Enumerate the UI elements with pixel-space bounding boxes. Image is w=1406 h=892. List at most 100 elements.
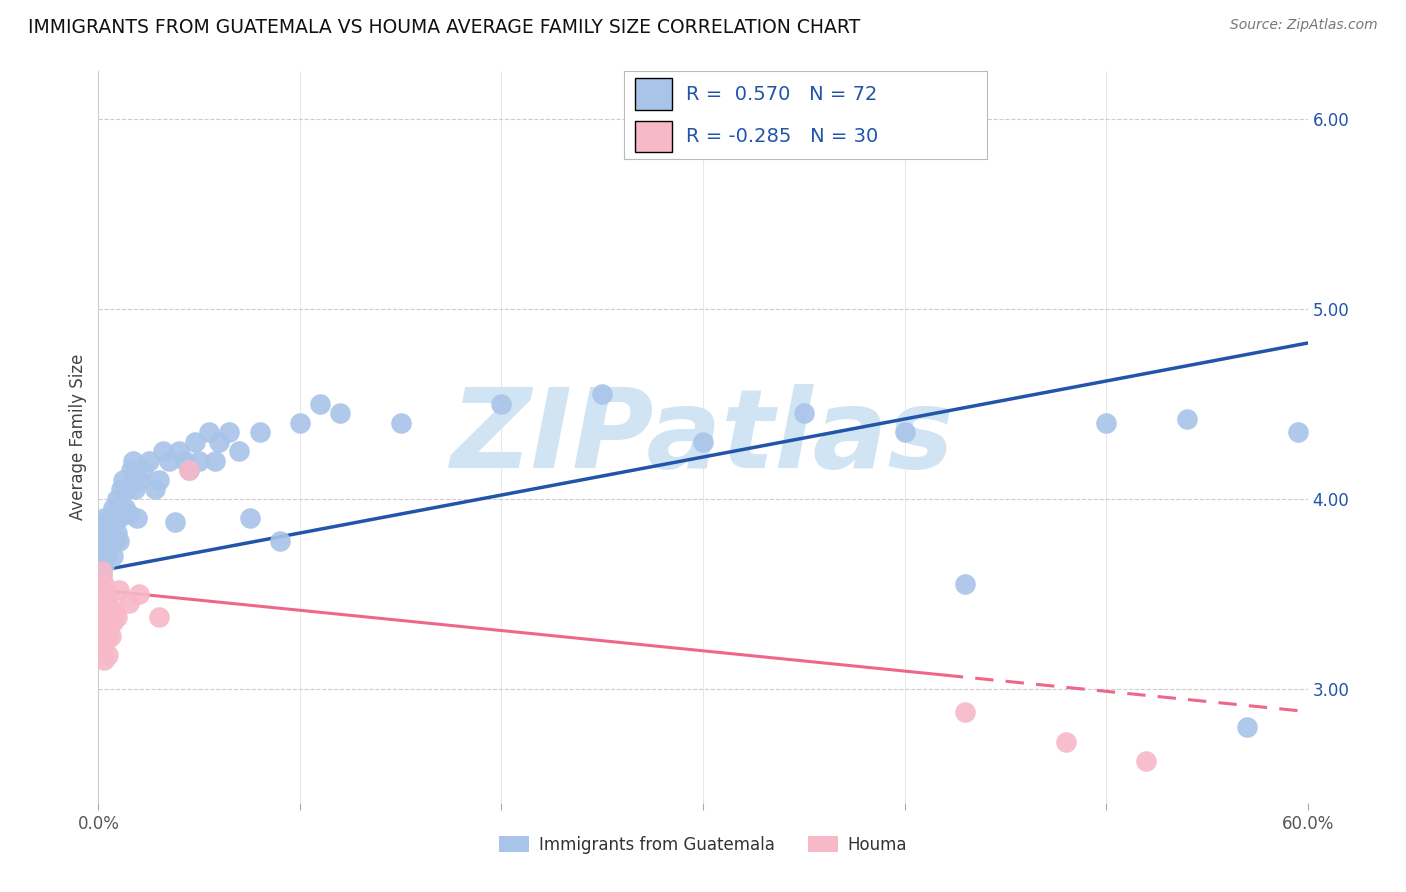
Point bbox=[93, 558, 115, 573]
Point bbox=[107, 511, 129, 525]
Point bbox=[101, 549, 124, 563]
Point bbox=[100, 629, 122, 643]
Point bbox=[953, 577, 976, 591]
Point bbox=[96, 539, 118, 553]
Point bbox=[89, 602, 111, 616]
Point bbox=[118, 596, 141, 610]
Point bbox=[96, 634, 118, 648]
Point bbox=[125, 511, 148, 525]
Point bbox=[97, 530, 120, 544]
Point bbox=[1135, 754, 1157, 768]
Point bbox=[93, 653, 115, 667]
Point bbox=[97, 591, 120, 605]
Point bbox=[110, 483, 132, 497]
Point bbox=[105, 526, 128, 541]
Point bbox=[91, 564, 114, 578]
Point bbox=[124, 483, 146, 497]
Point bbox=[107, 533, 129, 548]
Point bbox=[239, 511, 262, 525]
Point bbox=[93, 526, 115, 541]
Point bbox=[167, 444, 190, 458]
Point bbox=[143, 483, 166, 497]
Point bbox=[93, 577, 115, 591]
Point bbox=[97, 648, 120, 662]
Point bbox=[188, 454, 211, 468]
Point bbox=[128, 587, 150, 601]
Point bbox=[138, 454, 160, 468]
Point bbox=[163, 515, 186, 529]
Point bbox=[101, 526, 124, 541]
Point bbox=[152, 444, 174, 458]
Point bbox=[91, 552, 114, 566]
Point bbox=[105, 491, 128, 506]
Point bbox=[208, 434, 231, 449]
Point bbox=[269, 533, 291, 548]
Point bbox=[103, 606, 125, 620]
Text: Source: ZipAtlas.com: Source: ZipAtlas.com bbox=[1230, 18, 1378, 32]
Text: IMMIGRANTS FROM GUATEMALA VS HOUMA AVERAGE FAMILY SIZE CORRELATION CHART: IMMIGRANTS FROM GUATEMALA VS HOUMA AVERA… bbox=[28, 18, 860, 37]
Legend: Immigrants from Guatemala, Houma: Immigrants from Guatemala, Houma bbox=[492, 829, 914, 860]
Point bbox=[174, 454, 197, 468]
Point bbox=[1286, 425, 1309, 440]
Point bbox=[89, 577, 111, 591]
Point bbox=[893, 425, 915, 440]
Point bbox=[89, 558, 111, 573]
Point bbox=[115, 483, 138, 497]
Point bbox=[1175, 412, 1198, 426]
Point bbox=[228, 444, 250, 458]
Point bbox=[89, 530, 111, 544]
Point bbox=[157, 454, 180, 468]
Point bbox=[118, 507, 141, 521]
Point bbox=[96, 515, 118, 529]
Point bbox=[389, 416, 412, 430]
Point bbox=[1236, 720, 1258, 734]
Point bbox=[309, 397, 332, 411]
Point bbox=[288, 416, 311, 430]
Point bbox=[93, 606, 115, 620]
Point bbox=[101, 615, 124, 630]
Point bbox=[491, 397, 513, 411]
Point bbox=[100, 602, 122, 616]
Point bbox=[204, 454, 226, 468]
Point bbox=[91, 591, 114, 605]
Point bbox=[100, 511, 122, 525]
Point bbox=[93, 511, 115, 525]
Point bbox=[91, 533, 114, 548]
Point bbox=[591, 387, 613, 401]
Point bbox=[114, 501, 136, 516]
Text: ZIPatlas: ZIPatlas bbox=[451, 384, 955, 491]
Point bbox=[148, 609, 170, 624]
Point bbox=[1054, 735, 1077, 749]
Point bbox=[148, 473, 170, 487]
Point bbox=[97, 624, 120, 639]
Point bbox=[96, 609, 118, 624]
Point bbox=[89, 624, 111, 639]
Y-axis label: Average Family Size: Average Family Size bbox=[69, 354, 87, 520]
Point bbox=[91, 615, 114, 630]
Point bbox=[218, 425, 240, 440]
Point bbox=[96, 587, 118, 601]
Point bbox=[198, 425, 221, 440]
Point bbox=[107, 582, 129, 597]
Point bbox=[103, 533, 125, 548]
Point bbox=[249, 425, 271, 440]
Point bbox=[953, 705, 976, 719]
Point bbox=[97, 545, 120, 559]
Point bbox=[132, 463, 155, 477]
Point bbox=[91, 644, 114, 658]
Point bbox=[179, 463, 201, 477]
Point bbox=[103, 515, 125, 529]
Point bbox=[1095, 416, 1118, 430]
Point bbox=[96, 549, 118, 563]
Point bbox=[105, 609, 128, 624]
Point bbox=[111, 473, 134, 487]
Point bbox=[101, 501, 124, 516]
Point bbox=[97, 520, 120, 534]
Point bbox=[93, 629, 115, 643]
Point bbox=[89, 577, 111, 591]
Point bbox=[91, 567, 114, 582]
Point bbox=[128, 473, 150, 487]
Point bbox=[91, 545, 114, 559]
Point bbox=[793, 406, 815, 420]
Point bbox=[179, 463, 201, 477]
